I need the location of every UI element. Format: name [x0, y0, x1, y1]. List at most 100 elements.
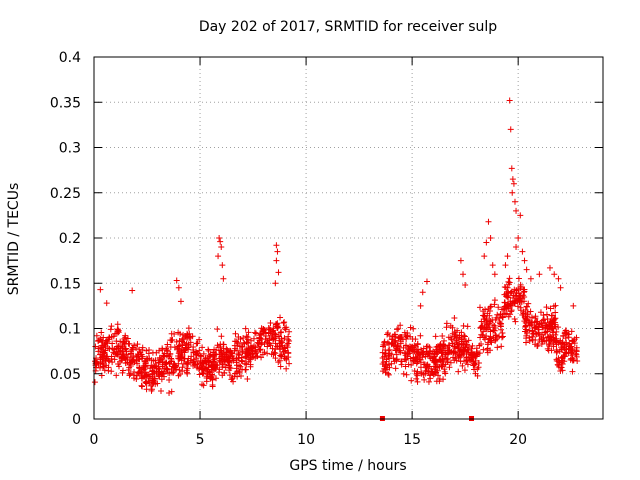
data-point — [285, 349, 292, 356]
data-point — [504, 304, 511, 311]
data-point — [168, 388, 175, 395]
data-point — [481, 253, 488, 260]
data-point — [125, 367, 132, 374]
data-point — [507, 126, 514, 133]
data-point — [510, 299, 517, 306]
data-point — [438, 350, 445, 357]
y-tick-label: 0 — [72, 412, 81, 428]
data-point — [175, 284, 182, 291]
data-point — [570, 302, 577, 309]
data-point — [519, 295, 526, 302]
data-point — [423, 343, 430, 350]
data-point — [450, 349, 457, 356]
data-point — [175, 329, 182, 336]
data-point — [258, 354, 265, 361]
data-point — [461, 367, 468, 374]
data-point — [163, 352, 170, 359]
data-point — [417, 332, 424, 339]
data-point — [553, 328, 560, 335]
data-point — [243, 333, 250, 340]
data-point — [181, 355, 188, 362]
data-point — [492, 336, 499, 343]
data-point — [108, 323, 115, 330]
data-point — [398, 334, 405, 341]
data-point — [221, 357, 228, 364]
data-point — [99, 361, 106, 368]
data-point — [211, 346, 218, 353]
data-point — [545, 341, 552, 348]
data-point — [454, 327, 461, 334]
data-point — [99, 348, 106, 355]
data-point — [451, 345, 458, 352]
data-point — [278, 335, 285, 342]
data-point — [139, 383, 146, 390]
data-point — [247, 363, 254, 370]
data-point — [185, 325, 192, 332]
data-point — [449, 340, 456, 347]
data-point — [200, 350, 207, 357]
data-point — [286, 337, 293, 344]
data-point — [139, 344, 146, 351]
data-point — [543, 304, 550, 311]
data-point — [190, 349, 197, 356]
data-point — [164, 341, 171, 348]
data-point — [256, 346, 263, 353]
data-point — [176, 367, 183, 374]
data-point — [109, 359, 116, 366]
data-point — [143, 355, 150, 362]
data-point — [544, 334, 551, 341]
data-point — [497, 322, 504, 329]
axis-ticks — [93, 56, 603, 420]
data-point — [187, 339, 194, 346]
data-point — [168, 355, 175, 362]
data-point — [237, 363, 244, 370]
data-point — [232, 370, 239, 377]
data-point — [442, 370, 449, 377]
data-point — [432, 333, 439, 340]
data-point — [120, 352, 127, 359]
data-point — [198, 353, 205, 360]
data-point — [98, 338, 105, 345]
data-point — [188, 353, 195, 360]
data-point — [213, 375, 220, 382]
data-point — [454, 341, 461, 348]
data-point — [442, 343, 449, 350]
data-point — [457, 257, 464, 264]
data-point — [489, 262, 496, 269]
data-point — [143, 347, 150, 354]
data-point — [501, 311, 508, 318]
data-point — [238, 372, 245, 379]
data-point — [420, 371, 427, 378]
data-point — [150, 357, 157, 364]
data-point — [513, 289, 520, 296]
data-point — [484, 310, 491, 317]
data-point — [203, 378, 210, 385]
data-point — [402, 356, 409, 363]
data-point — [495, 304, 502, 311]
data-point — [565, 346, 572, 353]
data-point — [435, 372, 442, 379]
data-point — [419, 289, 426, 296]
data-point — [242, 325, 249, 332]
data-point — [217, 341, 224, 348]
data-point — [460, 350, 467, 357]
data-point — [142, 362, 149, 369]
data-point — [218, 244, 225, 251]
data-point — [402, 363, 409, 370]
data-point — [472, 370, 479, 377]
data-point — [508, 165, 515, 172]
data-point — [461, 341, 468, 348]
data-point — [507, 290, 514, 297]
data-point — [101, 356, 108, 363]
data-point — [281, 319, 288, 326]
data-point — [502, 299, 509, 306]
data-point — [235, 334, 242, 341]
data-point — [517, 298, 524, 305]
data-point — [158, 388, 165, 395]
data-point — [543, 311, 550, 318]
data-point — [490, 327, 497, 334]
data-point — [475, 359, 482, 366]
data-point — [481, 325, 488, 332]
data-point — [150, 377, 157, 384]
